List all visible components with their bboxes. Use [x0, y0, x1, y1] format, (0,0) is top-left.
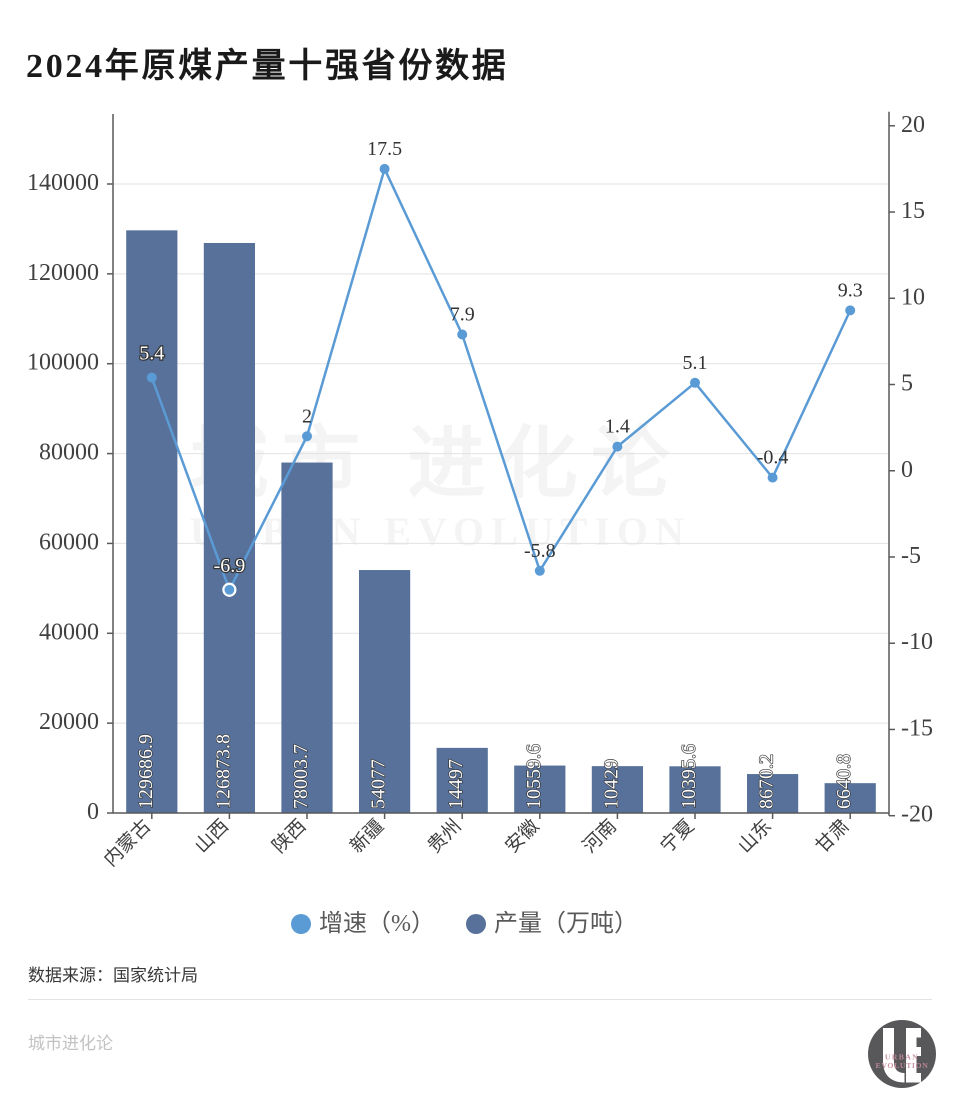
- svg-text:6640.8: 6640.8: [833, 754, 855, 809]
- svg-text:甘肃: 甘肃: [811, 815, 853, 857]
- svg-text:-10: -10: [901, 629, 933, 655]
- svg-text:-15: -15: [901, 715, 933, 741]
- svg-text:78003.7: 78003.7: [290, 744, 312, 809]
- svg-text:14497: 14497: [445, 759, 467, 809]
- svg-text:17.5: 17.5: [367, 138, 402, 160]
- svg-text:5: 5: [901, 371, 913, 397]
- svg-text:新疆: 新疆: [346, 815, 388, 857]
- svg-text:54077: 54077: [368, 759, 390, 809]
- svg-text:0: 0: [901, 457, 913, 483]
- svg-text:7.9: 7.9: [450, 303, 475, 325]
- svg-text:10: 10: [901, 284, 925, 310]
- svg-text:URBAN EVOLUTION: URBAN EVOLUTION: [190, 509, 691, 554]
- svg-text:河南: 河南: [578, 815, 620, 857]
- svg-text:9.3: 9.3: [838, 279, 863, 301]
- svg-text:-20: -20: [901, 802, 933, 828]
- svg-text:10559.6: 10559.6: [523, 744, 545, 809]
- svg-text:5.1: 5.1: [683, 352, 708, 374]
- svg-text:安徽: 安徽: [501, 815, 543, 857]
- svg-text:山东: 山东: [734, 815, 776, 857]
- svg-text:60000: 60000: [39, 529, 99, 555]
- svg-text:1.4: 1.4: [605, 416, 630, 438]
- svg-text:126873.8: 126873.8: [212, 734, 234, 809]
- svg-text:0: 0: [87, 799, 99, 825]
- svg-text:-5.8: -5.8: [524, 540, 556, 562]
- svg-text:宁夏: 宁夏: [656, 815, 698, 857]
- svg-text:20: 20: [901, 112, 925, 138]
- svg-text:20000: 20000: [39, 709, 99, 735]
- svg-text:-5: -5: [901, 543, 921, 569]
- svg-text:EVOLUTION: EVOLUTION: [876, 1061, 929, 1070]
- svg-text:2: 2: [302, 405, 312, 427]
- svg-text:80000: 80000: [39, 440, 99, 466]
- svg-text:-0.4: -0.4: [757, 447, 789, 469]
- svg-text:15: 15: [901, 198, 925, 224]
- svg-text:40000: 40000: [39, 619, 99, 645]
- svg-text:山西: 山西: [190, 815, 232, 857]
- svg-text:120000: 120000: [27, 260, 99, 286]
- svg-text:贵州: 贵州: [423, 815, 465, 857]
- svg-text:10395.6: 10395.6: [678, 744, 700, 809]
- svg-text:129686.9: 129686.9: [135, 734, 157, 809]
- svg-text:10429: 10429: [600, 759, 622, 809]
- svg-text:5.4: 5.4: [139, 343, 164, 365]
- svg-text:100000: 100000: [27, 350, 99, 376]
- svg-text:140000: 140000: [27, 170, 99, 196]
- svg-text:-6.9: -6.9: [214, 555, 246, 577]
- svg-text:内蒙古: 内蒙古: [99, 815, 155, 871]
- svg-text:8670.2: 8670.2: [756, 754, 778, 809]
- svg-text:陕西: 陕西: [268, 815, 310, 857]
